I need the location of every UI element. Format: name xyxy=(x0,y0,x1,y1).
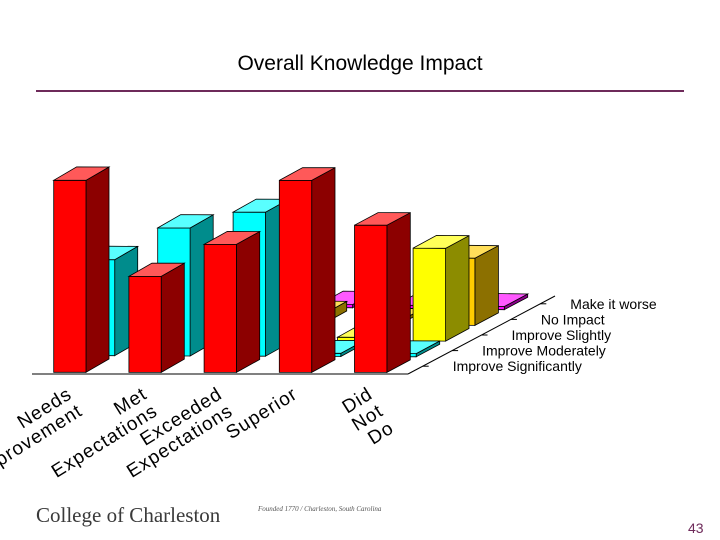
x-tick-text: Superior xyxy=(223,384,302,444)
series-label-2: Improve Slightly xyxy=(512,327,612,343)
bar-side-0-2 xyxy=(235,230,261,374)
bar-side-0-0 xyxy=(85,166,110,373)
series-label-0: Improve Significantly xyxy=(453,358,582,374)
bar-top-0-3 xyxy=(279,167,336,181)
bar-side-2-4 xyxy=(445,235,470,342)
page-number: 43 xyxy=(688,520,704,536)
title-divider xyxy=(36,90,684,92)
bar-0-1 xyxy=(128,275,162,373)
series-label-3: No Impact xyxy=(541,311,605,327)
bar-2-4 xyxy=(412,247,447,342)
bar-top-0-4 xyxy=(354,212,411,226)
bar-0-3 xyxy=(278,179,313,373)
logo-subtext: Founded 1770 / Charleston, South Carolin… xyxy=(258,505,382,513)
bar-0-4 xyxy=(354,224,388,373)
bar-side-0-1 xyxy=(160,262,185,374)
slide-title: Overall Knowledge Impact xyxy=(237,52,483,75)
series-label-4: Make it worse xyxy=(570,296,657,312)
bar-top-0-2 xyxy=(202,230,262,245)
bar-top-2-4 xyxy=(412,234,470,249)
bar-0-2 xyxy=(203,243,237,373)
bar-side-0-3 xyxy=(311,167,336,374)
bar-side-3-4 xyxy=(474,245,499,327)
college-logo: College of Charleston xyxy=(36,503,221,527)
bar-top-1-1 xyxy=(156,214,215,229)
bar-top-0-1 xyxy=(127,262,186,277)
series-label-1: Improve Moderately xyxy=(482,343,606,359)
x-tick-label-3: Superior xyxy=(223,384,302,444)
bar-0-0 xyxy=(53,179,87,373)
bar-top-0-0 xyxy=(52,166,111,181)
bar-side-0-4 xyxy=(386,212,411,374)
